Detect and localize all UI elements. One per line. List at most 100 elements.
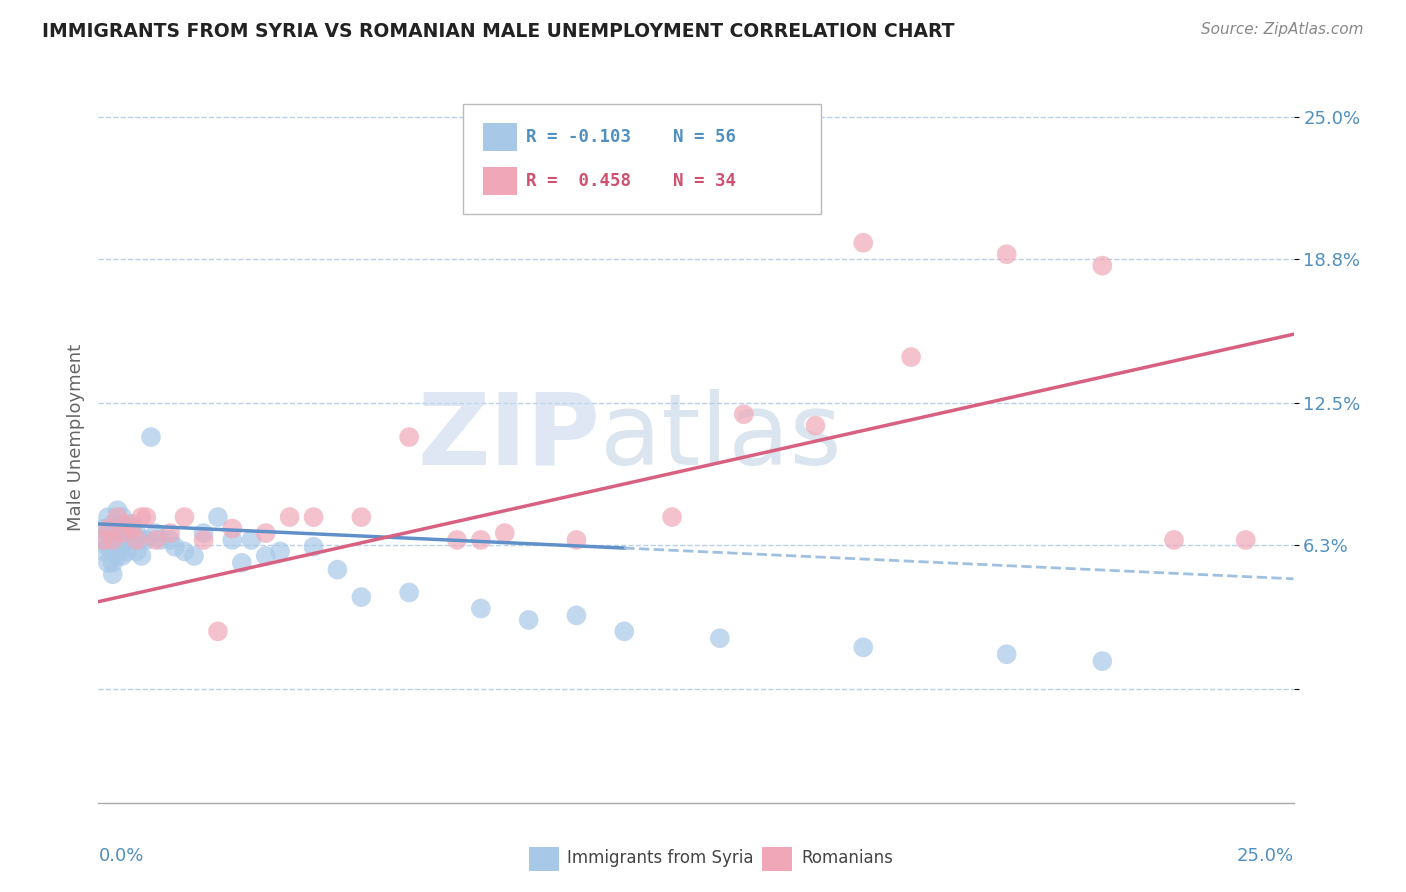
Point [193, 533, 215, 547]
Point [149, 533, 172, 547]
Point [1091, 654, 1114, 668]
Point [107, 549, 129, 563]
Point [91, 544, 114, 558]
Text: R = -0.103    N = 56: R = -0.103 N = 56 [526, 128, 737, 146]
Point [565, 533, 588, 547]
Point [613, 624, 636, 639]
Point [111, 526, 134, 541]
Point [278, 510, 301, 524]
Point [91, 533, 114, 547]
Point [159, 526, 181, 541]
Point [350, 590, 373, 604]
Point [470, 601, 492, 615]
Point [733, 407, 755, 421]
Point [111, 540, 134, 554]
Point [995, 247, 1018, 261]
Point [804, 418, 827, 433]
Point [1234, 533, 1257, 547]
Point [1091, 259, 1114, 273]
Point [115, 544, 138, 558]
Point [517, 613, 540, 627]
Point [115, 516, 138, 531]
Point [135, 510, 157, 524]
Point [326, 563, 349, 577]
Point [207, 624, 229, 639]
Point [97, 526, 120, 541]
Point [254, 526, 277, 541]
Point [97, 540, 120, 554]
Point [107, 521, 129, 535]
Point [173, 510, 195, 524]
Point [135, 533, 157, 547]
Point [101, 533, 124, 547]
Point [115, 533, 138, 547]
Point [302, 510, 325, 524]
Point [565, 608, 588, 623]
Point [97, 521, 120, 535]
Point [398, 430, 420, 444]
Point [269, 544, 291, 558]
Text: atlas: atlas [600, 389, 842, 485]
FancyBboxPatch shape [463, 104, 821, 214]
Point [302, 540, 325, 554]
Bar [529, 847, 558, 871]
Point [111, 510, 134, 524]
Text: 25.0%: 25.0% [1236, 847, 1294, 864]
Point [159, 533, 181, 547]
Text: Romanians: Romanians [801, 848, 893, 867]
Point [125, 526, 148, 541]
Point [97, 556, 120, 570]
Point [446, 533, 468, 547]
Text: Immigrants from Syria: Immigrants from Syria [567, 848, 754, 867]
Point [163, 540, 186, 554]
Point [661, 510, 683, 524]
Point [145, 526, 167, 541]
Text: 0.0%: 0.0% [98, 847, 143, 864]
Point [494, 526, 516, 541]
Point [111, 526, 134, 541]
Text: Source: ZipAtlas.com: Source: ZipAtlas.com [1201, 22, 1364, 37]
Point [121, 516, 143, 531]
Point [121, 521, 143, 535]
Point [852, 235, 875, 250]
Point [398, 585, 420, 599]
Point [91, 533, 114, 547]
Point [131, 533, 153, 547]
Point [101, 556, 124, 570]
Point [101, 533, 124, 547]
Point [107, 510, 129, 524]
Point [995, 647, 1018, 661]
Point [101, 567, 124, 582]
Bar [484, 123, 517, 151]
Point [231, 556, 253, 570]
Point [91, 521, 114, 535]
Point [207, 510, 229, 524]
Bar [484, 167, 517, 195]
Point [350, 510, 373, 524]
Point [183, 549, 205, 563]
Text: R =  0.458    N = 34: R = 0.458 N = 34 [526, 172, 737, 190]
Point [254, 549, 277, 563]
Point [125, 544, 148, 558]
Y-axis label: Male Unemployment: Male Unemployment [66, 343, 84, 531]
Point [221, 533, 243, 547]
Point [107, 533, 129, 547]
Point [470, 533, 492, 547]
Point [131, 549, 153, 563]
Text: IMMIGRANTS FROM SYRIA VS ROMANIAN MALE UNEMPLOYMENT CORRELATION CHART: IMMIGRANTS FROM SYRIA VS ROMANIAN MALE U… [42, 22, 955, 41]
Point [121, 533, 143, 547]
Point [240, 533, 263, 547]
Point [111, 549, 134, 563]
Point [173, 544, 195, 558]
Point [900, 350, 922, 364]
Point [193, 526, 215, 541]
Point [145, 533, 167, 547]
Point [1163, 533, 1185, 547]
Point [125, 533, 148, 547]
Point [139, 430, 162, 444]
Point [101, 544, 124, 558]
Bar [762, 847, 792, 871]
Point [852, 640, 875, 655]
Text: ZIP: ZIP [418, 389, 600, 485]
Point [97, 510, 120, 524]
